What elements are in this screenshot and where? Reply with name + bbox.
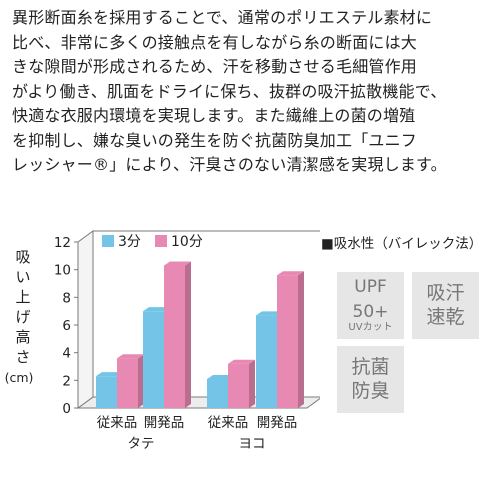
upf-badge-line1: UPF xyxy=(354,277,387,297)
bar-top xyxy=(164,261,191,266)
bar-top xyxy=(96,372,123,377)
bar-top xyxy=(143,307,170,312)
description-line: 比べ、非常に多くの接触点を有しながら糸の断面には大 xyxy=(12,32,418,52)
y-tick-label: 6 xyxy=(62,318,71,334)
sweat-dry-badge-line2: 速乾 xyxy=(426,306,465,328)
description: 異形断面糸を採用することで、通常のポリエステル素材に 比べ、非常に多くの接触点を… xyxy=(12,6,492,178)
bar-top xyxy=(228,359,255,364)
y-tick-label: 2 xyxy=(62,373,71,389)
legend-label: 10分 xyxy=(171,234,203,250)
description-line: きな隙間が形成されるため、汗を移動させる毛細管作用 xyxy=(12,57,418,76)
legend-swatch xyxy=(102,235,114,247)
description-line: 快適な衣服内環境を実現します。また繊維上の菌の増殖 xyxy=(12,106,416,125)
antibacterial-badge: 抗菌 防臭 xyxy=(337,346,404,413)
y-axis-label-part: い xyxy=(15,268,30,286)
x-category-label: 開発品 xyxy=(257,415,298,431)
y-tick-label: 8 xyxy=(62,290,71,306)
legend-label: 3分 xyxy=(118,234,141,250)
description-line: がより働き、肌面をドライに保ち、抜群の吸汗拡散機能で、 xyxy=(12,81,447,101)
y-axis-label-part: 高 xyxy=(15,328,30,346)
y-axis-label-part: げ xyxy=(15,308,30,326)
x-group-label: タテ xyxy=(128,436,155,452)
chart-left-wall xyxy=(77,230,94,409)
sweat-dry-badge-line1: 吸汗 xyxy=(426,282,465,304)
bar-front xyxy=(143,311,164,408)
antibacterial-badge-line2: 防臭 xyxy=(351,380,390,402)
y-axis-label-part: (cm) xyxy=(5,370,34,385)
bar xyxy=(277,271,304,408)
bar-side xyxy=(298,271,304,408)
bars xyxy=(96,261,304,408)
bar-front xyxy=(164,265,185,408)
y-tick-label: 10 xyxy=(54,263,71,279)
bar xyxy=(228,359,255,408)
bar-top xyxy=(117,354,144,359)
bar xyxy=(117,354,144,408)
x-category-label: 従来品 xyxy=(97,415,138,431)
bar-front xyxy=(256,315,277,408)
legend: 3分 10分 xyxy=(102,234,203,250)
bar-top xyxy=(256,311,283,316)
sweat-dry-badge: 吸汗 速乾 xyxy=(412,272,479,339)
y-axis-label-part: さ xyxy=(15,348,30,366)
y-axis-label-part: 上 xyxy=(15,288,30,306)
description-line: レッシャー®」により、汗臭さのない清潔感を実現します。 xyxy=(12,155,447,174)
antibacterial-badge-line1: 抗菌 xyxy=(351,356,390,378)
x-category-label: 開発品 xyxy=(144,415,185,431)
bar-side xyxy=(249,359,255,408)
bar-front xyxy=(117,358,138,408)
x-category-label: 従来品 xyxy=(208,415,249,431)
y-axis-ticks: 0 2 4 6 8 10 12 xyxy=(54,235,78,417)
bar-side xyxy=(138,354,144,408)
description-line: を抑制し、嫌な臭いの発生を防ぐ抗菌防臭加工「ユニフ xyxy=(12,130,418,150)
legend-swatch xyxy=(155,235,167,247)
bar-side xyxy=(185,261,191,408)
y-tick-label: 0 xyxy=(62,401,71,417)
y-axis-label-part: 吸 xyxy=(15,248,30,266)
bar xyxy=(164,261,191,408)
bar-front xyxy=(96,376,117,408)
upf-badge: UPF 50+ UVカット xyxy=(337,272,404,339)
bar-front xyxy=(228,363,249,408)
x-group-label: ヨコ xyxy=(239,436,266,452)
bar-top xyxy=(207,374,234,379)
bar-front xyxy=(207,378,228,408)
chart-back-wall xyxy=(92,230,320,398)
description-line: 異形断面糸を採用することで、通常のポリエステル素材に xyxy=(12,8,433,27)
upf-badge-line3: UVカット xyxy=(348,322,393,333)
bar-front xyxy=(277,275,298,408)
upf-badge-line2: 50+ xyxy=(352,302,389,322)
bar-top xyxy=(277,271,304,276)
y-tick-label: 12 xyxy=(54,235,71,251)
y-tick-label: 4 xyxy=(62,346,71,362)
test-method-note: ■吸水性（バイレック法） xyxy=(321,236,483,252)
